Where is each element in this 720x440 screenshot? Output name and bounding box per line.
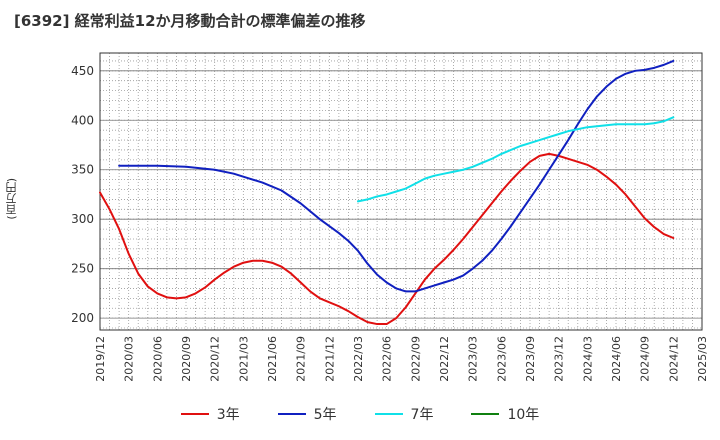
x-tick-label: 2020/12 <box>209 336 222 382</box>
x-tick-label: 2024/09 <box>639 336 652 382</box>
x-tick-label: 2022/03 <box>352 336 365 382</box>
x-tick-label: 2022/06 <box>381 336 394 382</box>
x-tick-label: 2025/03 <box>696 336 709 382</box>
x-tick-label: 2021/06 <box>266 336 279 382</box>
series-line-1 <box>99 152 675 326</box>
x-tick-label: 2019/12 <box>94 336 107 382</box>
x-tick-label: 2024/03 <box>581 336 594 382</box>
x-tick-label: 2021/12 <box>323 336 336 382</box>
x-tick-label: 2023/09 <box>524 336 537 382</box>
legend-label: 10年 <box>507 407 540 423</box>
legend-swatch <box>471 413 500 415</box>
x-tick-label: 2021/09 <box>295 336 308 382</box>
x-tick-label: 2022/12 <box>438 336 451 382</box>
x-tick-label: 2024/12 <box>667 336 680 382</box>
x-tick-label: 2023/12 <box>553 336 566 382</box>
x-tick-label: 2024/06 <box>610 336 623 382</box>
y-tick-label: 250 <box>71 262 94 276</box>
x-tick-label: 2020/09 <box>180 336 193 382</box>
legend-item-2: 5年 <box>277 404 337 424</box>
legend-item-4: 10年 <box>471 404 539 424</box>
x-tick-label: 2021/03 <box>237 336 250 382</box>
legend-label: 7年 <box>410 407 434 423</box>
series-line-3 <box>357 116 675 203</box>
x-tick-label: 2023/03 <box>467 336 480 382</box>
x-tick-label: 2023/06 <box>495 336 508 382</box>
plot-area <box>100 53 702 330</box>
legend-swatch <box>277 413 306 415</box>
x-tick-label: 2020/06 <box>151 336 164 382</box>
chart-legend: 3年 5年 7年 10年 <box>0 404 720 424</box>
legend-label: 3年 <box>216 407 240 423</box>
y-tick-label: 350 <box>71 163 94 177</box>
legend-item-3: 7年 <box>374 404 434 424</box>
chart-title: [6392] 経常利益12か月移動合計の標準偏差の推移 <box>14 12 366 30</box>
legend-swatch <box>180 413 209 415</box>
series-line-2 <box>118 59 675 293</box>
legend-label: 5年 <box>313 407 337 423</box>
y-tick-label: 400 <box>71 113 94 127</box>
legend-item-1: 3年 <box>180 404 240 424</box>
x-tick-label: 2022/09 <box>409 336 422 382</box>
y-tick-label: 300 <box>71 212 94 226</box>
y-tick-label: 450 <box>71 64 94 78</box>
y-tick-label: 200 <box>71 311 94 325</box>
x-tick-label: 2020/03 <box>123 336 136 382</box>
legend-swatch <box>374 413 403 415</box>
